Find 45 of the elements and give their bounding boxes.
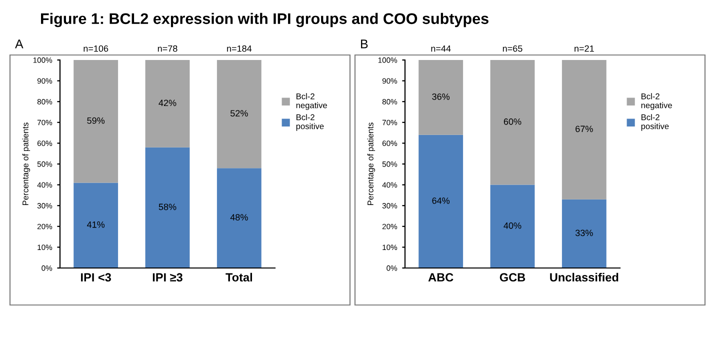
annotation: n=21 bbox=[574, 45, 594, 52]
data-label: 36% bbox=[432, 93, 450, 100]
x-tick-label: ABC bbox=[428, 273, 454, 282]
x-tick-label: IPI <3 bbox=[81, 273, 111, 282]
data-label: 48% bbox=[230, 214, 248, 221]
data-label: 40% bbox=[504, 222, 522, 229]
x-tick-label: IPI ≥3 bbox=[152, 273, 182, 282]
annotation: n=184 bbox=[227, 45, 252, 52]
bar bbox=[74, 182, 118, 268]
x-tick-label: GCB bbox=[500, 273, 526, 282]
legend-label: Bcl-2 negative bbox=[296, 93, 327, 110]
bar bbox=[490, 184, 535, 268]
legend-label: Bcl-2 positive bbox=[641, 114, 669, 131]
annotation: n=65 bbox=[502, 45, 522, 52]
annotation: n=44 bbox=[431, 45, 451, 52]
x-tick-label: Unclassified bbox=[550, 272, 618, 282]
bar bbox=[562, 60, 606, 200]
bar bbox=[216, 168, 262, 268]
bar bbox=[145, 147, 190, 268]
y-axis-title: Percentage of patients bbox=[22, 122, 30, 206]
annotation: n=78 bbox=[158, 45, 178, 52]
data-label: 41% bbox=[87, 221, 105, 228]
legend-label: Bcl-2 positive bbox=[296, 114, 324, 131]
bar bbox=[418, 134, 464, 268]
text: A bbox=[15, 40, 24, 48]
bar bbox=[74, 60, 118, 183]
chart-title: Figure 1: BCL2 expression with IPI groups and COO subtypes bbox=[41, 12, 488, 28]
data-label: 59% bbox=[87, 117, 105, 124]
data-label: 64% bbox=[432, 197, 450, 204]
data-label: 33% bbox=[575, 230, 593, 236]
bar bbox=[418, 60, 464, 135]
legend-label: Bcl-2 negative bbox=[641, 93, 672, 110]
data-label: 42% bbox=[158, 100, 176, 106]
data-label: 58% bbox=[158, 204, 176, 210]
bar bbox=[562, 199, 606, 268]
data-label: 52% bbox=[230, 110, 248, 117]
data-label: 60% bbox=[504, 118, 522, 125]
bar bbox=[490, 60, 535, 185]
x-tick-label: Total bbox=[226, 272, 252, 282]
y-axis-title: Percentage of patients bbox=[367, 122, 376, 206]
bar bbox=[216, 60, 262, 168]
bar bbox=[145, 60, 190, 148]
data-label: 67% bbox=[576, 126, 593, 132]
annotation: n=106 bbox=[84, 45, 108, 52]
text: B bbox=[361, 40, 368, 48]
